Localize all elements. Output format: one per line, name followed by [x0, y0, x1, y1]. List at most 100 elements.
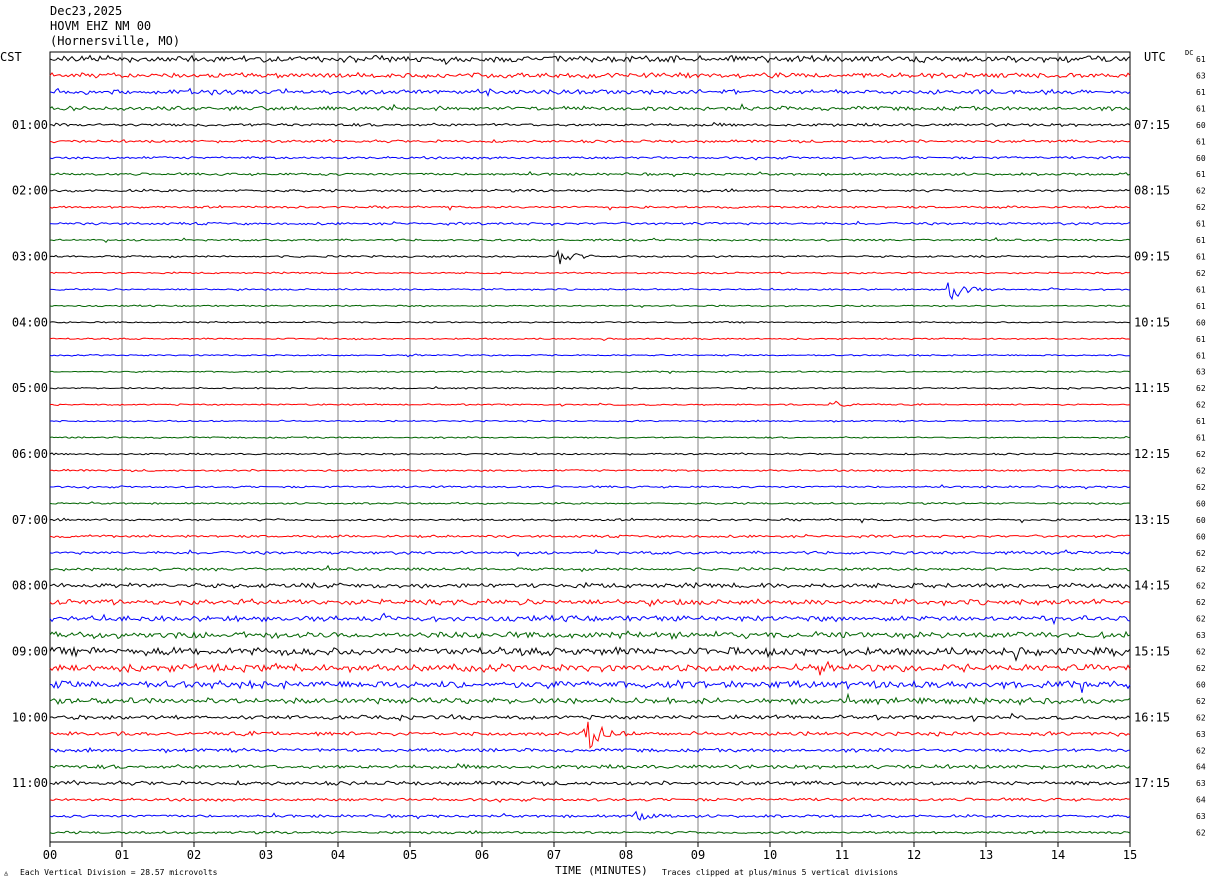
dc-offset-value: 61 — [1196, 104, 1206, 113]
trace-row — [49, 533, 1131, 539]
dc-offset-value: 62 — [1196, 746, 1206, 755]
dc-offset-value: 63 — [1196, 730, 1206, 739]
x-tick-label: 05 — [403, 848, 417, 862]
trace-row — [49, 54, 1131, 66]
x-tick-label: 06 — [475, 848, 489, 862]
dc-offset-value: 61 — [1196, 351, 1206, 360]
header-station: HOVM EHZ NM 00 — [50, 19, 152, 33]
trace-row — [49, 746, 1131, 754]
x-tick-label: 00 — [43, 848, 57, 862]
x-tick-label: 13 — [979, 848, 993, 862]
right-hour-label: 10:15 — [1134, 315, 1170, 329]
trace-row — [49, 645, 1131, 662]
trace-row — [49, 517, 1131, 524]
trace-row — [49, 170, 1131, 178]
dc-offset-value: 64 — [1196, 796, 1206, 805]
x-tick-label: 15 — [1123, 848, 1137, 862]
trace-row — [49, 484, 1131, 490]
right-hour-label: 13:15 — [1134, 513, 1170, 527]
dc-offset-value: 63 — [1196, 368, 1206, 377]
trace-row — [49, 353, 1131, 358]
x-tick-label: 04 — [331, 848, 345, 862]
trace-row — [49, 797, 1131, 803]
x-tick-label: 11 — [835, 848, 849, 862]
trace-row — [49, 204, 1131, 211]
trace-row — [50, 385, 1131, 390]
right-hour-label: 16:15 — [1134, 710, 1170, 724]
trace-row — [49, 762, 1131, 770]
x-tick-label: 12 — [907, 848, 921, 862]
x-tick-label: 09 — [691, 848, 705, 862]
trace-row — [49, 435, 1131, 439]
dc-offset-value: 61 — [1196, 88, 1206, 97]
trace-row — [50, 121, 1131, 128]
trace-row — [49, 103, 1131, 112]
dc-offset-value: 60 — [1196, 516, 1206, 525]
dc-offset-value: 62 — [1196, 829, 1206, 838]
trace-row — [49, 155, 1131, 161]
trace-row — [49, 87, 1131, 98]
trace-row — [49, 271, 1131, 275]
trace-row — [49, 612, 1131, 626]
trace-row — [49, 679, 1131, 693]
trace-row — [49, 188, 1131, 193]
dc-offset-value: 61 — [1196, 434, 1206, 443]
left-hour-label: 09:00 — [12, 645, 48, 659]
dc-offset-value: 61 — [1196, 335, 1206, 344]
trace-row — [49, 660, 1131, 676]
trace-row — [49, 598, 1131, 608]
dc-offset-value: 62 — [1196, 187, 1206, 196]
left-hour-label: 07:00 — [12, 513, 48, 527]
trace-row — [49, 370, 1131, 375]
dc-offset-value: 60 — [1196, 499, 1206, 508]
dc-offset-value: 62 — [1196, 713, 1206, 722]
dc-label: DC — [1185, 49, 1193, 57]
x-tick-label: 02 — [187, 848, 201, 862]
header-date: Dec23,2025 — [50, 4, 123, 18]
dc-offset-value: 61 — [1196, 220, 1206, 229]
dc-offset-value: 62 — [1196, 466, 1206, 475]
trace-row — [49, 830, 1131, 835]
dc-offset-value: 61 — [1196, 236, 1206, 245]
dc-offset-value: 62 — [1196, 582, 1206, 591]
dc-offset-value: 64 — [1196, 763, 1206, 772]
dc-offset-value: 61 — [1196, 302, 1206, 311]
trace-row — [49, 501, 1131, 505]
dc-offset-value: 61 — [1196, 285, 1206, 294]
right-timezone-label: UTC — [1144, 50, 1166, 64]
trace-row — [49, 249, 1131, 265]
trace-row — [49, 304, 1131, 308]
left-hour-label: 10:00 — [12, 710, 48, 724]
trace-row — [49, 220, 1131, 227]
dc-offset-value: 62 — [1196, 598, 1206, 607]
right-hour-label: 17:15 — [1134, 776, 1170, 790]
right-hour-label: 08:15 — [1134, 184, 1170, 198]
right-hour-label: 11:15 — [1134, 381, 1170, 395]
trace-row — [49, 419, 1131, 423]
right-hour-label: 12:15 — [1134, 447, 1170, 461]
left-hour-label: 06:00 — [12, 447, 48, 461]
dc-offset-value: 61 — [1196, 170, 1206, 179]
trace-row — [49, 721, 1131, 749]
dc-offset-value: 60 — [1196, 121, 1206, 130]
trace-row — [49, 237, 1131, 244]
dc-offset-value: 62 — [1196, 549, 1206, 558]
x-tick-label: 03 — [259, 848, 273, 862]
trace-row — [50, 282, 1131, 301]
x-tick-label: 07 — [547, 848, 561, 862]
dc-offset-value: 62 — [1196, 269, 1206, 278]
logo-mark: ◬ — [4, 869, 9, 877]
trace-row — [49, 138, 1131, 144]
dc-offset-value: 62 — [1196, 384, 1206, 393]
trace-row — [49, 468, 1131, 473]
dc-offset-value: 61 — [1196, 417, 1206, 426]
dc-offset-value: 62 — [1196, 483, 1206, 492]
left-hour-label: 02:00 — [12, 184, 48, 198]
trace-row — [49, 564, 1130, 573]
left-hour-label: 05:00 — [12, 381, 48, 395]
dc-offset-value: 62 — [1196, 450, 1206, 459]
left-hour-label: 04:00 — [12, 315, 48, 329]
header-location: (Hornersville, MO) — [50, 34, 181, 48]
scale-note: Each Vertical Division = 28.57 microvolt… — [20, 868, 218, 877]
